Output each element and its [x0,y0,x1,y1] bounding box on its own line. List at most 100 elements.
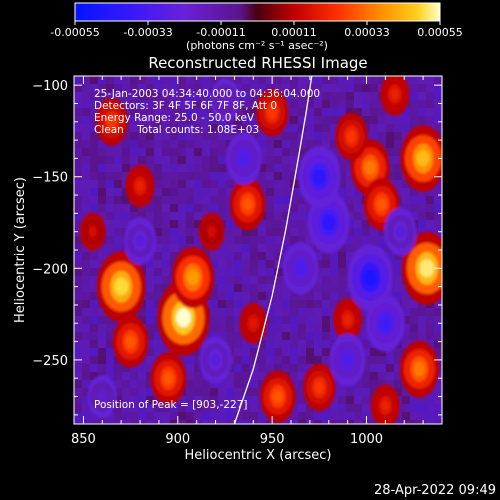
heatmap-cell [146,372,154,380]
heatmap-cell [106,220,114,228]
heatmap-cell [266,284,274,292]
heatmap-cell [210,76,218,84]
heatmap-cell [186,196,194,204]
heatmap-cell [186,212,194,220]
heatmap-cell [250,84,258,92]
heatmap-cell [146,388,154,396]
heatmap-cell [186,188,194,196]
heatmap-cell [146,324,154,332]
heatmap-cell [162,196,170,204]
heatmap-cell [290,228,298,236]
heatmap-cell [306,324,314,332]
heatmap-cell [218,268,226,276]
heatmap-cell [74,380,82,388]
heatmap-cell [74,252,82,260]
heatmap-cell [274,164,282,172]
heatmap-cell [202,76,210,84]
heatmap-cell [282,212,290,220]
heatmap-cell [258,276,266,284]
heatmap-cell [290,380,298,388]
heatmap-cell [298,404,306,412]
heatmap-cell [138,372,146,380]
heatmap-cell [290,116,298,124]
heatmap-cell [282,308,290,316]
heatmap-cell [210,316,218,324]
heatmap-cell [138,316,146,324]
heatmap-cell [402,332,410,340]
heatmap-cell [194,180,202,188]
heatmap-cell [402,396,410,404]
heatmap-cell [274,284,282,292]
heatmap-cell [170,188,178,196]
heatmap-cell [162,284,170,292]
heatmap-cell [434,84,442,92]
heatmap-cell [250,276,258,284]
info-lines: 25-Jan-2003 04:34:40.000 to 04:36:04.000… [94,88,320,136]
colorbar-ticks [74,21,441,25]
heatmap-cell [290,188,298,196]
info-line-detectors: Detectors: 3F 4F 5F 6F 7F 8F, Att 0 [94,100,277,112]
heatmap-cell [298,364,306,372]
heatmap-cell [362,396,370,404]
heatmap-cell [154,148,162,156]
heatmap-cell [210,140,218,148]
heatmap-cell [82,396,90,404]
heatmap-cell [266,164,274,172]
heatmap-cell [386,140,394,148]
heatmap-cell [210,164,218,172]
heatmap-cell [170,204,178,212]
heatmap-cell [138,156,146,164]
heatmap-cell [298,396,306,404]
heatmap-cell [274,348,282,356]
heatmap-cell [338,284,346,292]
heatmap-cell [354,220,362,228]
heatmap-cell [170,172,178,180]
heatmap-cell [250,388,258,396]
heatmap-cell [154,172,162,180]
heatmap-cell [282,348,290,356]
heatmap-cell [98,212,106,220]
heatmap-cell [154,204,162,212]
timestamp: 28-Apr-2022 09:49 [374,483,496,498]
heatmap-cell [306,412,314,420]
heatmap-cell [146,156,154,164]
heatmap-cell [282,172,290,180]
heatmap-cell [90,140,98,148]
heatmap-cell [74,364,82,372]
heatmap-cell [258,172,266,180]
heatmap-cell [194,100,202,108]
heatmap-cell [370,348,378,356]
heatmap-cell [226,292,234,300]
heatmap-cell [146,284,154,292]
heatmap-cell [234,380,242,388]
info-line-counts: Clean Total counts: 1.08E+03 [94,124,259,136]
heatmap-cell [290,76,298,84]
heatmap-cell [354,204,362,212]
heatmap-cell [74,316,82,324]
heatmap-cell [90,116,98,124]
heatmap-cell [82,292,90,300]
y-axis-ticks: −100 −150 −200 −250 [32,79,442,416]
heatmap-cell [74,236,82,244]
heatmap-cell [322,324,330,332]
heatmap-cell [298,228,306,236]
heatmap-cell [226,388,234,396]
heatmap-cell [234,348,242,356]
heatmap-cell [370,84,378,92]
heatmap-cell [138,148,146,156]
heatmap-cell [218,316,226,324]
heatmap-cell [82,324,90,332]
heatmap-cell [74,340,82,348]
heatmap-cell [154,396,162,404]
heatmap-cell [354,196,362,204]
heatmap-blob [395,225,406,238]
heatmap-cell [178,172,186,180]
heatmap-cell [178,140,186,148]
colorbar-tick-label: -0.00011 [196,26,245,39]
heatmap-cell [338,260,346,268]
heatmap-cell [282,164,290,172]
heatmap-cell [322,412,330,420]
heatmap-cell [114,388,122,396]
heatmap-cell [290,324,298,332]
heatmap-cell [234,236,242,244]
